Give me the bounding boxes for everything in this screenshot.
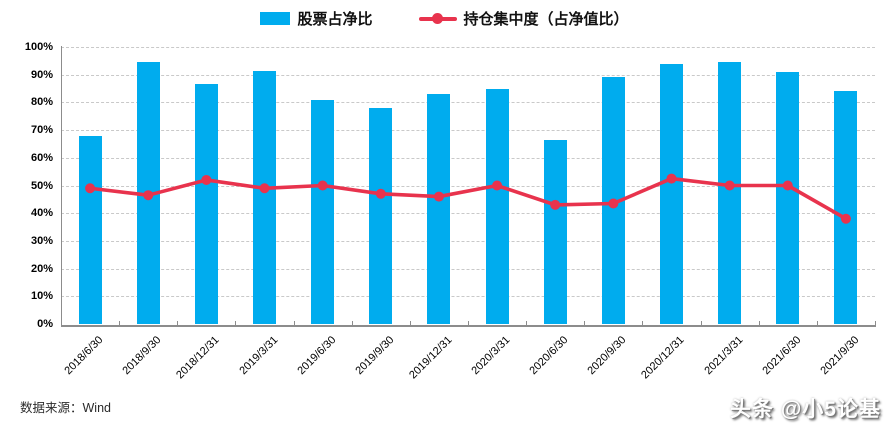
legend-label-bars: 股票占净比	[297, 11, 373, 28]
bar-series-swatch	[260, 12, 291, 25]
x-axis-tick	[584, 321, 586, 325]
bar	[543, 139, 567, 324]
bar	[369, 107, 393, 324]
x-axis-tick	[119, 321, 121, 325]
x-tick-label: 2019/6/30	[295, 334, 339, 378]
x-tick-label: 2020/3/31	[469, 334, 513, 378]
x-tick-label: 2020/6/30	[527, 334, 571, 378]
y-tick-label: 90%	[30, 68, 53, 81]
y-tick-label: 50%	[30, 179, 53, 192]
chart-legend: 股票占净比 持仓集中度（占净值比）	[0, 8, 889, 29]
x-axis-tick	[293, 321, 295, 325]
bar	[485, 88, 509, 324]
line-point	[85, 183, 96, 194]
line-point	[433, 191, 444, 202]
line-point	[375, 188, 386, 199]
y-tick-label: 70%	[30, 124, 53, 137]
bar	[718, 62, 742, 324]
x-tick-label: 2019/9/30	[353, 334, 397, 378]
x-axis-tick	[351, 321, 353, 325]
line-point	[317, 180, 328, 191]
y-tick-label: 30%	[30, 234, 53, 247]
gridline	[61, 240, 875, 242]
y-axis-tick-labels: 0% 10% 20% 30% 40% 50% 60% 70% 80% 90% 100%	[0, 41, 55, 330]
y-tick-label: 80%	[30, 96, 53, 109]
x-axis-tick	[758, 321, 760, 325]
x-axis-tick	[235, 321, 237, 325]
x-axis-tick	[875, 321, 876, 325]
gridline	[61, 157, 875, 159]
line-point	[666, 173, 677, 184]
y-tick-label: 10%	[30, 290, 53, 303]
line-point	[608, 198, 619, 209]
x-tick-label: 2018/6/30	[62, 334, 106, 378]
line-series-marker	[418, 12, 457, 25]
x-tick-label: 2020/12/31	[639, 334, 687, 382]
gridline	[61, 185, 875, 187]
bar	[194, 84, 218, 324]
x-axis-tick	[177, 321, 179, 325]
gridline	[61, 130, 875, 132]
x-tick-label: 2020/9/30	[585, 334, 629, 378]
plot-area	[61, 47, 875, 324]
y-tick-label: 100%	[24, 41, 53, 53]
x-axis-tick	[700, 321, 702, 325]
x-tick-label: 2021/9/30	[818, 334, 862, 378]
x-axis-tick	[61, 321, 62, 325]
legend-label-line: 持仓集中度（占净值比）	[463, 11, 629, 28]
x-tick-label: 2018/9/30	[120, 334, 164, 378]
x-axis-tick	[526, 321, 528, 325]
line-series	[85, 173, 851, 224]
y-tick-label: 40%	[30, 207, 53, 220]
legend-item-line: 持仓集中度（占净值比）	[418, 8, 629, 29]
line-point	[143, 190, 154, 201]
gridline	[61, 47, 875, 48]
bar	[834, 91, 858, 324]
y-axis-line	[61, 46, 62, 326]
y-tick-label: 0%	[37, 318, 53, 330]
x-axis-line	[61, 325, 876, 327]
line-point	[492, 180, 503, 191]
x-axis-tick	[409, 321, 411, 325]
data-source-note: 数据来源：Wind	[20, 401, 111, 415]
line-point	[840, 213, 851, 224]
y-tick-label: 60%	[30, 151, 53, 164]
bar	[776, 71, 800, 324]
legend-item-bars: 股票占净比	[260, 8, 373, 29]
line-point	[259, 183, 270, 194]
x-tick-label: 2021/6/30	[760, 334, 804, 378]
gridline	[61, 102, 875, 104]
watermark: 头条 @小5论基	[730, 398, 881, 421]
bar	[427, 94, 451, 324]
x-axis-tick	[816, 321, 818, 325]
bar	[78, 135, 102, 324]
gridline	[61, 74, 875, 76]
line-point	[782, 180, 793, 191]
gridline	[61, 296, 875, 298]
line-marker-dot-icon	[431, 13, 443, 24]
gridline	[61, 268, 875, 270]
line-point	[550, 199, 561, 210]
x-tick-label: 2019/3/31	[236, 334, 280, 378]
x-tick-label: 2018/12/31	[174, 334, 222, 382]
bar	[311, 99, 335, 324]
gridline	[61, 213, 875, 215]
line-series-path	[88, 176, 848, 221]
bar	[253, 70, 276, 324]
line-point	[201, 174, 212, 185]
x-axis-tick	[642, 321, 644, 325]
x-tick-label: 2021/3/31	[702, 334, 746, 378]
y-tick-label: 20%	[30, 262, 53, 275]
x-axis-tick	[468, 321, 469, 325]
x-tick-label: 2019/12/31	[407, 334, 455, 382]
bar	[660, 63, 683, 324]
line-point	[724, 180, 735, 191]
